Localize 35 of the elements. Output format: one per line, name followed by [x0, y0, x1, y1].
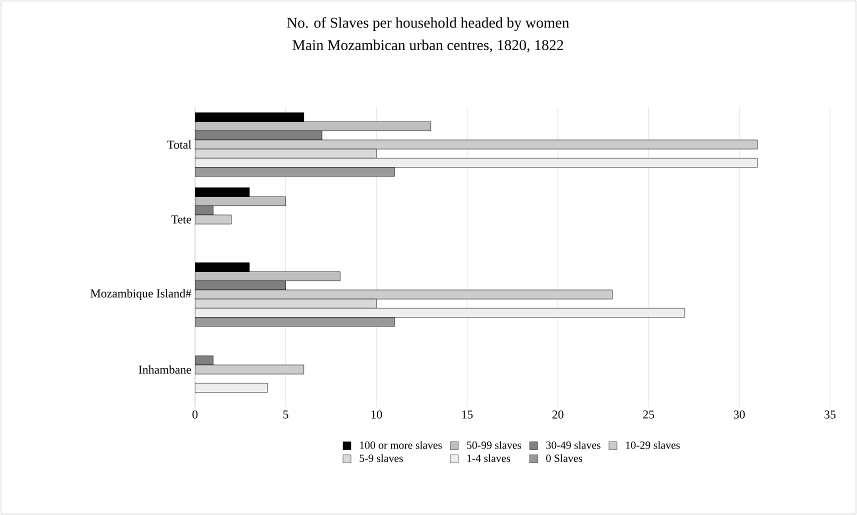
bar: [195, 280, 286, 290]
y-tick-label: Total: [167, 140, 192, 149]
y-tick-label: Tete: [171, 216, 192, 224]
bar: [195, 317, 395, 327]
bar: [195, 308, 686, 318]
x-tick-label: 0: [192, 410, 198, 419]
bar: [195, 130, 322, 140]
y-tick-label: Inhambane: [138, 365, 192, 374]
legend-label: 0 Slaves: [546, 454, 582, 462]
y-tick-label: Mozambique Island#: [90, 289, 192, 300]
bar: [195, 158, 758, 168]
x-tick-label: 15: [462, 410, 473, 419]
x-tick-label: 10: [372, 410, 382, 419]
bar: [195, 356, 214, 366]
bar: [195, 122, 432, 132]
x-tick-label: 25: [643, 410, 654, 419]
bar: [195, 382, 268, 392]
chart-subtitle: Main Mozambican urban centres, 1820, 1822: [292, 40, 564, 52]
x-tick-label: 30: [734, 410, 745, 419]
bar: [195, 167, 395, 177]
bar: [195, 272, 340, 282]
bar: [195, 298, 377, 308]
x-tick-label: 20: [552, 410, 564, 419]
bar: [195, 148, 377, 158]
x-tick-label: 5: [283, 410, 288, 418]
legend-label: 5-9 slaves: [360, 454, 403, 462]
legend-label: 50-99 slaves: [467, 441, 522, 449]
bar: [195, 206, 214, 216]
legend-label: 100 or more slaves: [360, 441, 442, 449]
legend-label: 10-29 slaves: [626, 441, 680, 449]
legend-label: 30-49 slaves: [546, 441, 600, 449]
legend-label: 1-4 slaves: [467, 454, 510, 462]
chart-title: No. of Slaves per household headed by women: [287, 17, 570, 31]
x-tick-label: 35: [824, 410, 836, 419]
bar: [195, 196, 286, 206]
